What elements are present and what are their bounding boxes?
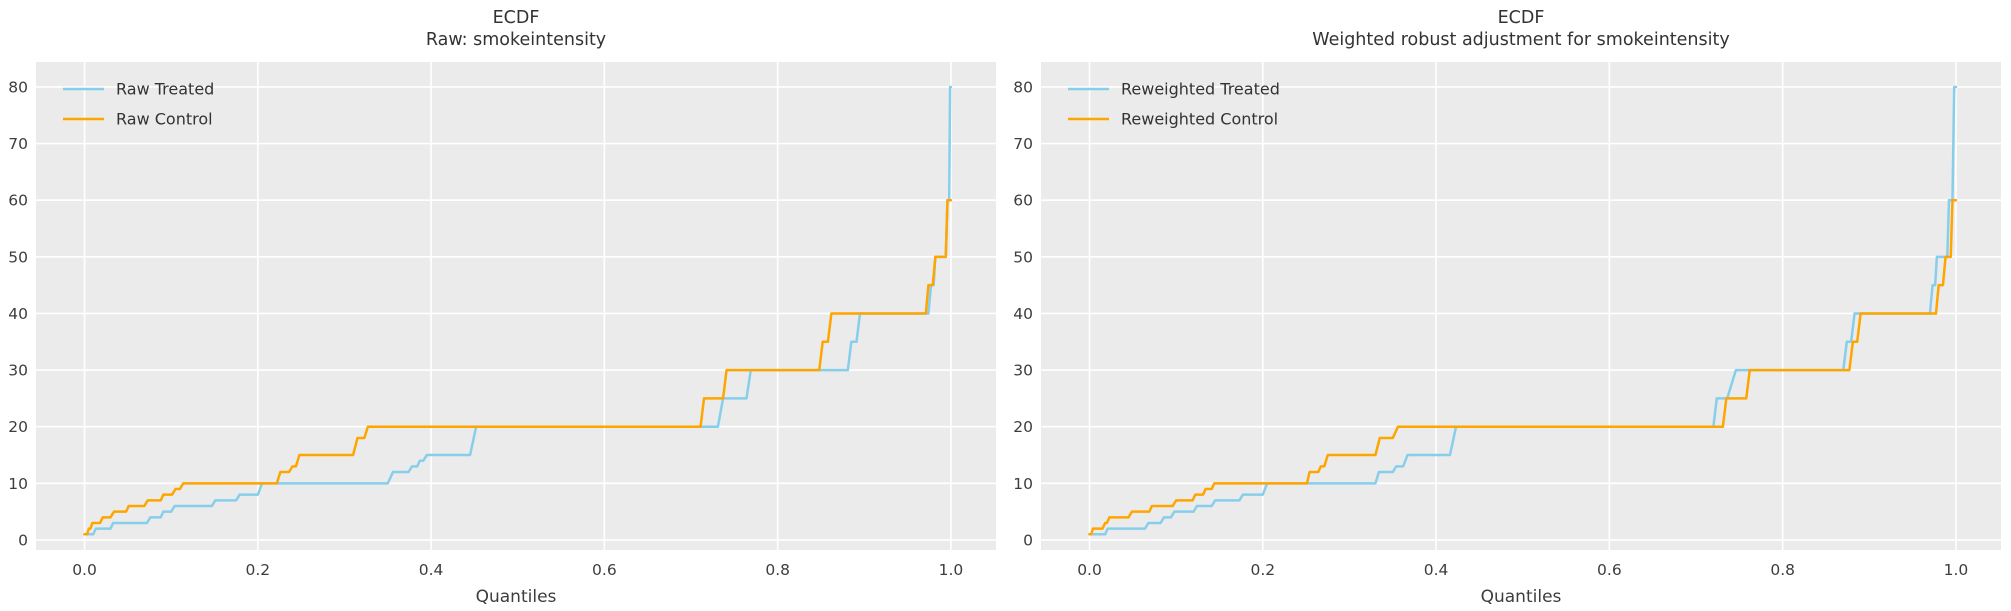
legend-label-treated: Reweighted Treated <box>1121 80 1280 99</box>
x-tick-label: 0.4 <box>419 561 444 579</box>
y-tick-label: 60 <box>1013 192 1033 210</box>
y-tick-label: 20 <box>8 418 28 436</box>
chart-title-line1: ECDF <box>493 8 540 28</box>
series-line-treated <box>1088 85 1958 536</box>
y-tick-label: 0 <box>1023 531 1033 549</box>
y-tick-label: 50 <box>8 248 28 266</box>
y-tick-label: 10 <box>8 475 28 493</box>
chart-title-line2: Raw: smokeintensity <box>426 30 606 50</box>
plot-area <box>1041 62 2001 550</box>
chart-raw: ECDF Raw: smokeintensity 0 10 20 30 40 50 60 70 80… <box>0 0 1005 611</box>
chart-title-line2: Weighted robust adjustment for smokeinte… <box>1312 30 1729 50</box>
x-tick-label: 0.0 <box>72 561 97 579</box>
x-tick-label: 0.6 <box>592 561 617 579</box>
x-tick-label: 0.8 <box>765 561 790 579</box>
y-tick-label: 80 <box>1013 78 1033 96</box>
legend-label-control: Reweighted Control <box>1121 110 1278 129</box>
x-axis-label: Quantiles <box>476 587 557 607</box>
chart-weighted: ECDF Weighted robust adjustment for smoke… <box>1005 0 2010 611</box>
chart-title-line1: ECDF <box>1498 8 1545 28</box>
series-line-treated <box>83 85 953 536</box>
x-axis-label: Quantiles <box>1481 587 1562 607</box>
plot-area <box>36 62 996 550</box>
y-tick-label: 40 <box>1013 305 1033 323</box>
y-tick-label: 70 <box>1013 135 1033 153</box>
y-tick-label: 30 <box>1013 362 1033 380</box>
y-tick-label: 30 <box>8 362 28 380</box>
legend-label-control: Raw Control <box>116 110 213 129</box>
series-line-control <box>83 198 953 536</box>
x-tick-label: 0.2 <box>1250 561 1275 579</box>
y-tick-label: 70 <box>8 135 28 153</box>
x-tick-label: 0.4 <box>1424 561 1449 579</box>
y-tick-label: 40 <box>8 305 28 323</box>
legend-label-treated: Raw Treated <box>116 80 214 99</box>
y-tick-label: 60 <box>8 192 28 210</box>
x-tick-label: 0.6 <box>1597 561 1622 579</box>
x-tick-label: 1.0 <box>939 561 964 579</box>
x-tick-label: 1.0 <box>1944 561 1969 579</box>
y-tick-label: 50 <box>1013 248 1033 266</box>
y-tick-label: 80 <box>8 78 28 96</box>
series-line-control <box>1088 198 1958 536</box>
x-tick-label: 0.8 <box>1770 561 1795 579</box>
y-tick-label: 20 <box>1013 418 1033 436</box>
y-tick-label: 10 <box>1013 475 1033 493</box>
x-tick-label: 0.0 <box>1077 561 1102 579</box>
x-tick-label: 0.2 <box>245 561 270 579</box>
y-tick-label: 0 <box>18 531 28 549</box>
